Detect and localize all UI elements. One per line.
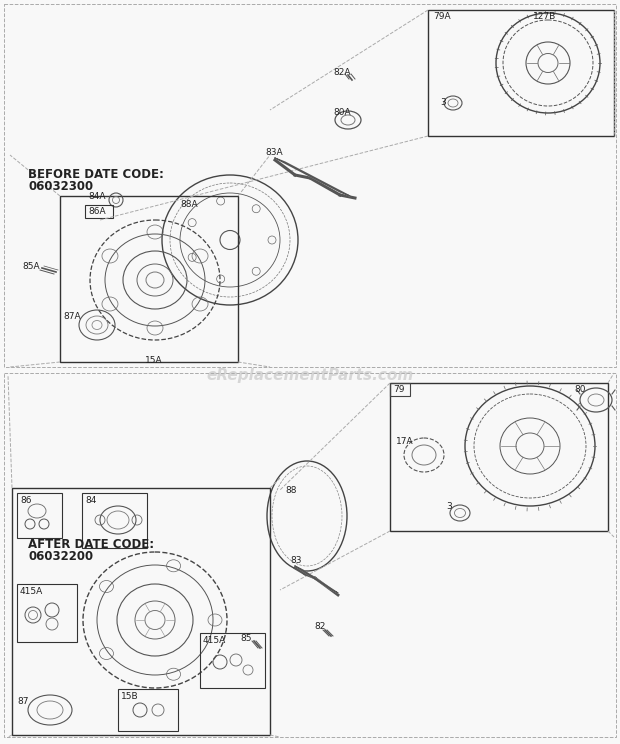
Bar: [60, 196, 238, 362]
Text: 3: 3: [440, 98, 446, 107]
Bar: [118, 689, 178, 731]
Bar: [4, 373, 616, 737]
Text: 82A: 82A: [333, 68, 350, 77]
Bar: [428, 10, 614, 136]
Text: 88: 88: [285, 486, 296, 495]
Polygon shape: [295, 566, 338, 593]
Text: 15B: 15B: [121, 692, 139, 701]
Text: 86A: 86A: [88, 207, 105, 216]
Bar: [17, 584, 77, 642]
Text: 85: 85: [240, 634, 252, 643]
Text: 83: 83: [290, 556, 301, 565]
Text: 79A: 79A: [433, 12, 451, 21]
Text: 86: 86: [20, 496, 32, 505]
Text: BEFORE DATE CODE:: BEFORE DATE CODE:: [28, 168, 164, 181]
Text: 87A: 87A: [63, 312, 81, 321]
Bar: [200, 633, 265, 688]
Text: 17A: 17A: [396, 437, 414, 446]
Bar: [390, 383, 608, 531]
Text: 80A: 80A: [333, 108, 351, 117]
Text: 06032200: 06032200: [28, 550, 93, 563]
Bar: [12, 488, 270, 735]
Bar: [4, 4, 616, 367]
Text: 85A: 85A: [22, 262, 40, 271]
Text: 15A: 15A: [145, 356, 162, 365]
Bar: [85, 205, 113, 218]
Text: 84A: 84A: [88, 192, 105, 201]
Text: 79: 79: [393, 385, 404, 394]
Text: 06032300: 06032300: [28, 180, 93, 193]
Bar: [390, 383, 410, 396]
Text: 82: 82: [314, 622, 326, 631]
Text: 80: 80: [574, 385, 585, 394]
Text: 88A: 88A: [180, 200, 198, 209]
Text: 83A: 83A: [265, 148, 283, 157]
Polygon shape: [275, 158, 350, 196]
Text: eReplacementParts.com: eReplacementParts.com: [206, 368, 414, 382]
Text: 127B: 127B: [533, 12, 556, 21]
Bar: [17, 493, 62, 538]
Text: 87: 87: [17, 697, 29, 706]
Text: 415A: 415A: [203, 636, 226, 645]
Text: 84: 84: [85, 496, 96, 505]
Text: AFTER DATE CODE:: AFTER DATE CODE:: [28, 538, 154, 551]
Bar: [82, 493, 147, 548]
Text: 415A: 415A: [20, 587, 43, 596]
Text: 3: 3: [446, 502, 452, 511]
